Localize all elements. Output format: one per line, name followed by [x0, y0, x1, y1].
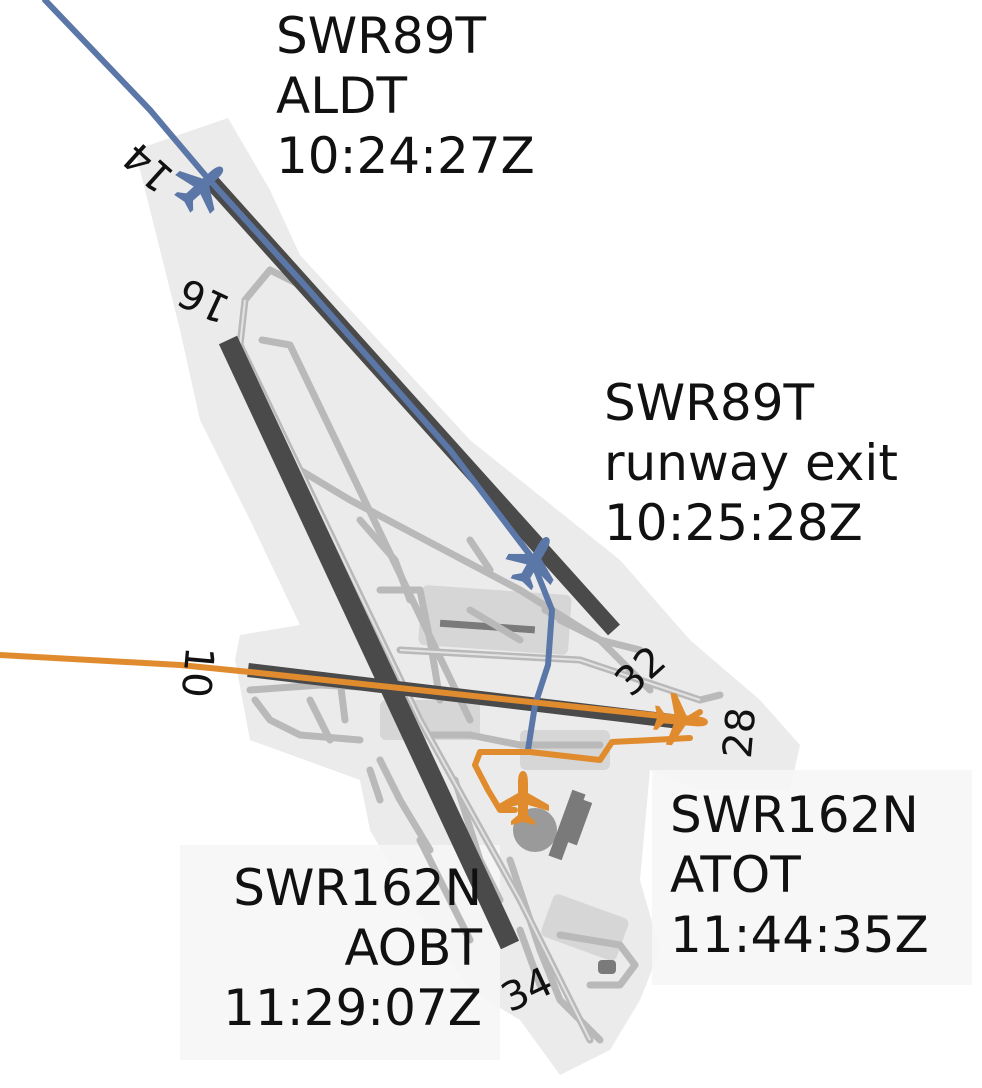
label-aobt: SWR162N AOBT 11:29:07Z	[180, 858, 482, 1038]
runway-label-10: 10	[172, 645, 222, 700]
event-name: ALDT	[276, 67, 408, 125]
event-time: 11:44:35Z	[670, 906, 929, 964]
event-time: 10:25:28Z	[604, 494, 863, 552]
dark-buildings	[439, 619, 616, 974]
callsign: SWR162N	[670, 786, 919, 844]
event-name: ATOT	[670, 846, 801, 904]
label-aldt: SWR89T ALDT 10:24:27Z	[276, 6, 535, 186]
airplane-icon	[653, 692, 708, 746]
callsign: SWR89T	[276, 7, 487, 65]
label-runway-exit: SWR89T runway exit 10:25:28Z	[604, 373, 898, 553]
label-backdrop-aobt	[180, 845, 500, 1060]
runway-16-34	[218, 335, 520, 950]
label-atot: SWR162N ATOT 11:44:35Z	[670, 785, 929, 965]
taxiway-fill	[238, 299, 701, 1041]
airplane-icon	[174, 166, 224, 214]
event-time: 10:24:27Z	[276, 127, 535, 185]
event-name: runway exit	[604, 434, 898, 492]
arrival-track	[42, 0, 555, 753]
callsign: SWR162N	[233, 859, 482, 917]
event-name: AOBT	[344, 919, 482, 977]
label-backdrop-atot	[652, 770, 972, 985]
callsign: SWR89T	[604, 374, 815, 432]
airplane-icon	[497, 771, 549, 825]
event-time: 11:29:07Z	[223, 979, 482, 1037]
airplane-icon	[505, 537, 554, 591]
runway-label-28: 28	[715, 705, 765, 760]
